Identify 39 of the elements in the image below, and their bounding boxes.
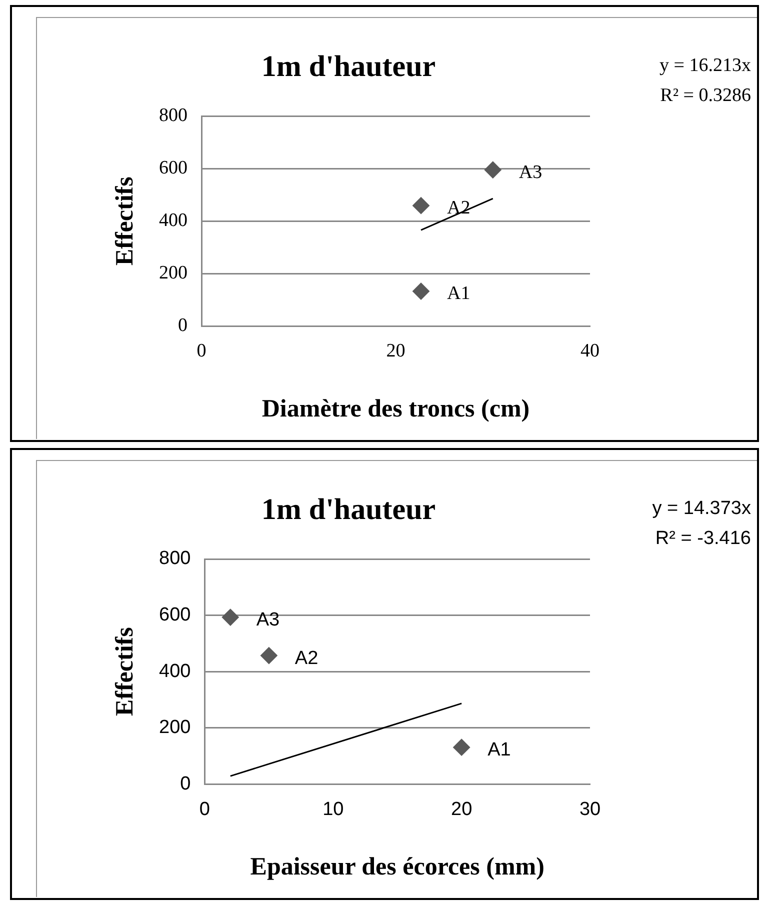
annotation: A1 (488, 740, 511, 761)
chart-title: 1m d'hauteur (261, 50, 436, 83)
y-axis-title: Effectifs (111, 626, 138, 716)
chart-title: 1m d'hauteur (261, 492, 436, 526)
y-tick-label: 0 (180, 773, 191, 794)
y-tick-label: 600 (159, 158, 188, 179)
x-axis-title: Epaisseur des écorces (mm) (250, 853, 544, 880)
y-tick-label: 800 (159, 548, 191, 570)
x-tick-label: 0 (199, 798, 210, 820)
annotation: A3 (256, 610, 280, 631)
y-axis-title: Effectifs (111, 176, 138, 266)
x-tick-label: 0 (196, 340, 206, 362)
text: R² = 0.3286 (660, 84, 751, 106)
annotation: A3 (518, 162, 542, 183)
x-tick-label: 20 (450, 798, 472, 820)
y-tick-label: 200 (159, 262, 188, 284)
x-tick-label: 20 (386, 340, 406, 362)
point (260, 647, 278, 664)
y-tick-label: 0 (178, 315, 188, 336)
text: y = 16.213x (660, 54, 752, 76)
y-tick-label: 600 (159, 604, 191, 626)
point (412, 282, 430, 300)
x-tick-label: 40 (580, 340, 600, 362)
x-tick-label: 10 (322, 798, 344, 820)
y-tick-label: 400 (159, 210, 188, 232)
y-tick-label: 400 (159, 660, 191, 682)
y-tick-label: 200 (159, 717, 191, 738)
annotation: A2 (447, 198, 470, 219)
point (222, 608, 239, 626)
point (453, 738, 470, 756)
point (412, 197, 430, 214)
text: y = 14.373x (652, 498, 752, 520)
y-tick-label: 800 (159, 104, 188, 126)
annotation: A1 (447, 283, 470, 304)
x-tick-label: 30 (579, 798, 601, 820)
x-axis-title: Diamètre des troncs (cm) (262, 395, 530, 422)
annotation: A2 (294, 648, 318, 669)
point (484, 161, 502, 178)
text: R² = -3.416 (655, 528, 751, 550)
